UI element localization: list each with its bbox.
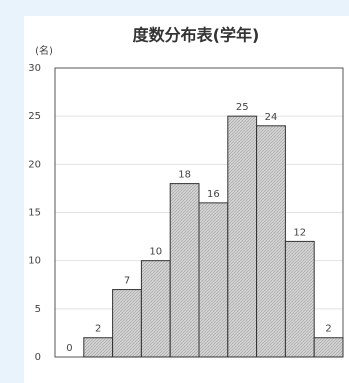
value-label: 12: [293, 227, 306, 238]
value-label: 16: [207, 189, 220, 200]
value-label: 2: [95, 324, 101, 335]
bar: [198, 202, 229, 358]
value-label: 2: [325, 324, 331, 335]
value-label: 25: [236, 102, 249, 113]
y-tick-label: 30: [28, 63, 41, 74]
chart-title: 度数分布表(学年): [133, 26, 260, 45]
bar: [83, 337, 114, 358]
value-label: 10: [149, 247, 162, 258]
y-tick-label: 0: [35, 352, 41, 363]
y-tick-label: 20: [28, 159, 41, 170]
bar: [112, 289, 142, 358]
y-axis-label: (名): [35, 44, 53, 57]
bar: [313, 337, 344, 358]
bar: [227, 115, 258, 358]
y-tick-label: 5: [35, 304, 41, 315]
value-label: 0: [66, 343, 72, 354]
y-tick-label: 15: [28, 208, 41, 219]
y-tick-label: 25: [28, 111, 41, 122]
bar: [284, 240, 315, 358]
value-label: 7: [124, 276, 130, 287]
bar: [169, 183, 200, 358]
y-tick-label: 10: [28, 256, 41, 267]
bar: [256, 125, 286, 358]
value-label: 24: [265, 112, 278, 123]
value-label: 18: [178, 170, 191, 181]
bar: [140, 260, 171, 358]
